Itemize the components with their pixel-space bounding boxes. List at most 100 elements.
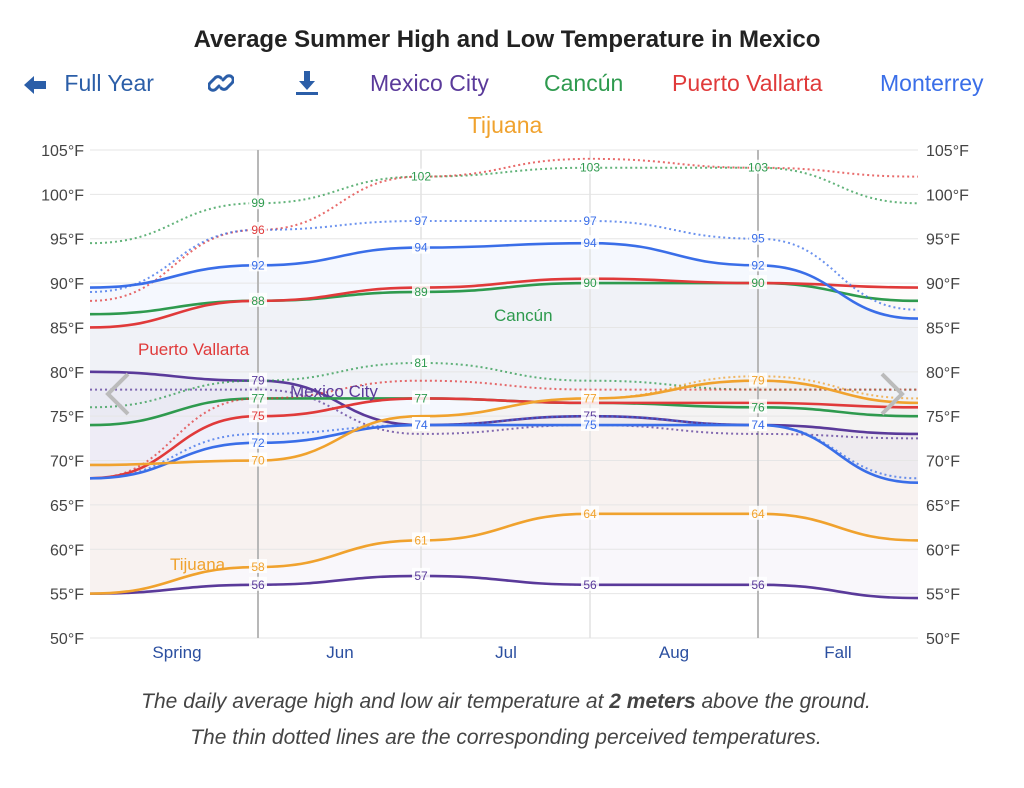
link-button[interactable] bbox=[208, 68, 234, 97]
data-label-3-high: 92 bbox=[249, 257, 267, 272]
inline-series-label: Tijuana bbox=[170, 555, 226, 574]
data-label-4-high: 70 bbox=[249, 452, 267, 468]
data-label-1-high-feels: 99 bbox=[249, 195, 267, 210]
data-label-1-high-feels: 103 bbox=[580, 159, 600, 175]
series-0-low bbox=[89, 574, 919, 600]
back-full-year-button[interactable]: Full Year bbox=[22, 70, 154, 97]
chart-title: Average Summer High and Low Temperature … bbox=[193, 26, 821, 53]
series-1-high-feels bbox=[89, 166, 919, 245]
band-0 bbox=[90, 371, 918, 599]
svg-text:56: 56 bbox=[583, 578, 597, 592]
svg-text:96: 96 bbox=[251, 223, 265, 237]
svg-text:94: 94 bbox=[583, 236, 597, 250]
y-tick-right: 75°F bbox=[926, 409, 960, 426]
svg-text:74: 74 bbox=[414, 418, 428, 432]
svg-text:88: 88 bbox=[251, 294, 265, 308]
legend-item-monterrey[interactable]: Monterrey bbox=[880, 70, 984, 96]
y-tick-left: 100°F bbox=[41, 187, 84, 204]
svg-text:92: 92 bbox=[751, 258, 765, 272]
data-label-1-high: 89 bbox=[412, 283, 430, 299]
svg-text:75: 75 bbox=[251, 409, 265, 423]
data-label-4-low: 64 bbox=[581, 505, 599, 521]
chevron-right-icon bbox=[880, 372, 905, 416]
svg-text:77: 77 bbox=[251, 391, 265, 405]
data-label-1-low: 76 bbox=[749, 399, 767, 414]
y-tick-right: 60°F bbox=[926, 542, 960, 559]
data-label-4-high: 79 bbox=[749, 372, 767, 388]
svg-text:76: 76 bbox=[751, 400, 765, 414]
inline-series-label: Mexico City bbox=[290, 382, 378, 401]
data-label-1-low-feels: 81 bbox=[412, 354, 430, 370]
svg-text:81: 81 bbox=[414, 356, 428, 370]
series-2-low bbox=[89, 397, 919, 480]
data-label-0-low: 56 bbox=[581, 576, 599, 592]
arrow-left-icon bbox=[24, 75, 46, 94]
data-label-3-high: 92 bbox=[749, 257, 767, 272]
svg-text:79: 79 bbox=[251, 374, 265, 388]
y-tick-left: 70°F bbox=[50, 454, 84, 471]
legend-row-2: Tijuana bbox=[0, 112, 1010, 139]
svg-text:95: 95 bbox=[751, 232, 765, 246]
data-label-3-high: 94 bbox=[412, 239, 430, 255]
y-tick-right: 95°F bbox=[926, 232, 960, 249]
y-tick-left: 65°F bbox=[50, 498, 84, 515]
series-3-high bbox=[89, 241, 919, 320]
svg-text:92: 92 bbox=[251, 258, 265, 272]
data-label-3-low: 74 bbox=[749, 417, 767, 432]
data-label-4-high: 77 bbox=[581, 390, 599, 405]
link-icon bbox=[208, 74, 234, 92]
y-tick-right: 105°F bbox=[926, 145, 969, 160]
y-tick-left: 55°F bbox=[50, 587, 84, 604]
y-tick-left: 85°F bbox=[50, 320, 84, 337]
svg-text:57: 57 bbox=[414, 569, 428, 583]
data-label-3-high-feels: 97 bbox=[581, 212, 599, 228]
svg-text:102: 102 bbox=[411, 170, 431, 184]
x-tick-label: Jul bbox=[495, 643, 517, 662]
svg-text:94: 94 bbox=[414, 241, 428, 255]
series-4-high bbox=[89, 379, 919, 467]
data-label-2-high-feels: 96 bbox=[249, 221, 267, 237]
svg-text:56: 56 bbox=[751, 578, 765, 592]
svg-text:77: 77 bbox=[414, 391, 428, 405]
y-tick-right: 90°F bbox=[926, 276, 960, 293]
y-tick-right: 50°F bbox=[926, 631, 960, 648]
download-icon bbox=[296, 70, 318, 95]
data-label-1-high: 88 bbox=[249, 292, 267, 308]
legend-item-mexico-city[interactable]: Mexico City bbox=[370, 70, 489, 96]
caption-line1-post: above the ground. bbox=[695, 690, 871, 713]
data-label-3-high-feels: 97 bbox=[412, 212, 430, 228]
inline-series-label: Cancún bbox=[494, 306, 553, 325]
series-3-low bbox=[89, 423, 919, 485]
y-tick-left: 75°F bbox=[50, 409, 84, 426]
svg-text:103: 103 bbox=[748, 161, 768, 175]
y-tick-right: 65°F bbox=[926, 498, 960, 515]
legend-item-puerto-vallarta[interactable]: Puerto Vallarta bbox=[672, 70, 823, 96]
y-tick-left: 90°F bbox=[50, 276, 84, 293]
prev-arrow-button[interactable] bbox=[100, 370, 134, 418]
data-label-4-low: 58 bbox=[249, 559, 267, 574]
y-tick-right: 70°F bbox=[926, 454, 960, 471]
data-label-1-low: 77 bbox=[412, 390, 430, 405]
svg-text:64: 64 bbox=[583, 507, 597, 521]
series-1-low-feels bbox=[89, 361, 919, 409]
data-label-0-high: 79 bbox=[249, 372, 267, 388]
legend-item-tijuana[interactable]: Tijuana bbox=[467, 112, 543, 138]
download-button[interactable] bbox=[294, 68, 320, 97]
svg-text:74: 74 bbox=[751, 418, 765, 432]
data-label-3-low: 72 bbox=[249, 434, 267, 450]
caption-line2: The thin dotted lines are the correspond… bbox=[190, 726, 822, 749]
legend-item-cancun[interactable]: Cancún bbox=[544, 70, 624, 96]
chart-toolbar: Full Year Mexico City Cancún Puerto Vall… bbox=[22, 70, 1012, 100]
y-tick-left: 105°F bbox=[41, 145, 84, 160]
y-tick-right: 100°F bbox=[926, 187, 969, 204]
y-tick-left: 95°F bbox=[50, 232, 84, 249]
next-arrow-button[interactable] bbox=[876, 370, 910, 418]
chevron-left-icon bbox=[105, 372, 130, 416]
svg-text:97: 97 bbox=[583, 214, 597, 228]
svg-text:64: 64 bbox=[751, 507, 765, 521]
svg-text:79: 79 bbox=[751, 374, 765, 388]
y-tick-right: 85°F bbox=[926, 320, 960, 337]
svg-text:58: 58 bbox=[251, 560, 265, 574]
svg-text:90: 90 bbox=[751, 276, 765, 290]
svg-text:90: 90 bbox=[583, 276, 597, 290]
